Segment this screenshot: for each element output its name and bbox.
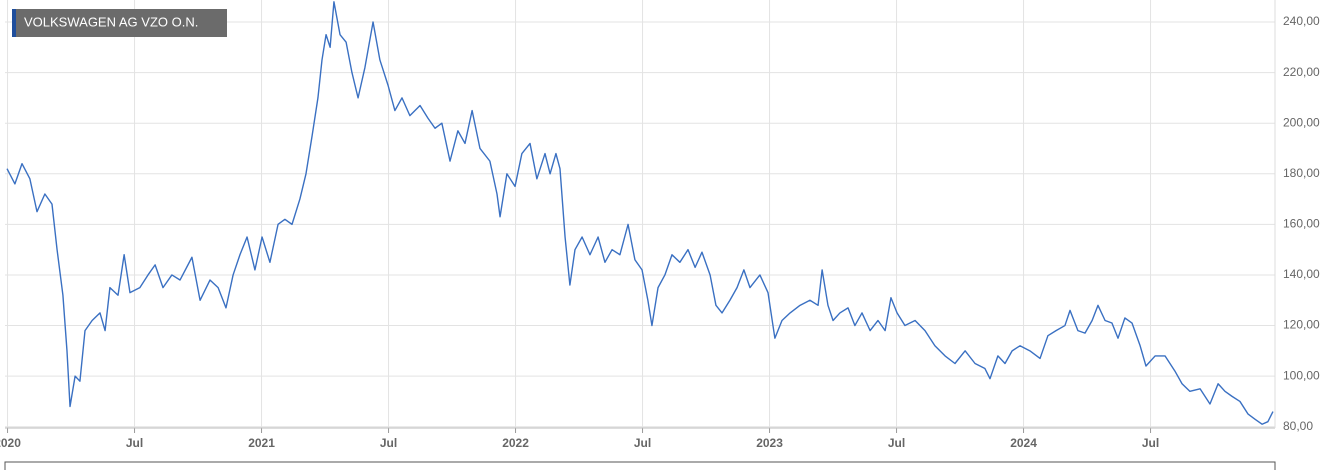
x-tick-label: 2020: [0, 436, 21, 450]
y-tick-label: 200,00: [1283, 115, 1320, 129]
x-tick-label: Jul: [380, 436, 397, 450]
y-tick-label: 180,00: [1283, 166, 1320, 180]
y-tick-label: 120,00: [1283, 318, 1320, 332]
chart-title: VOLKSWAGEN AG VZO O.N.: [24, 14, 198, 29]
x-tick-label: 2022: [502, 436, 529, 450]
y-tick-label: 140,00: [1283, 267, 1320, 281]
lower-panel: [4, 461, 1276, 470]
price-line: [6, 1, 1274, 425]
x-tick-label: Jul: [1142, 436, 1159, 450]
x-tick-label: Jul: [888, 436, 905, 450]
y-tick-label: 160,00: [1283, 217, 1320, 231]
x-tick-label: Jul: [126, 436, 143, 450]
x-tick-label: 2023: [756, 436, 783, 450]
y-tick-label: 80,00: [1283, 419, 1313, 433]
y-tick-label: 240,00: [1283, 14, 1320, 28]
x-tick-label: 2021: [248, 436, 275, 450]
y-tick-label: 220,00: [1283, 65, 1320, 79]
y-tick-label: 100,00: [1283, 368, 1320, 382]
x-tick-label: Jul: [634, 436, 651, 450]
title-accent: [12, 9, 16, 37]
title-box: [12, 9, 227, 37]
x-tick-label: 2024: [1010, 436, 1037, 450]
